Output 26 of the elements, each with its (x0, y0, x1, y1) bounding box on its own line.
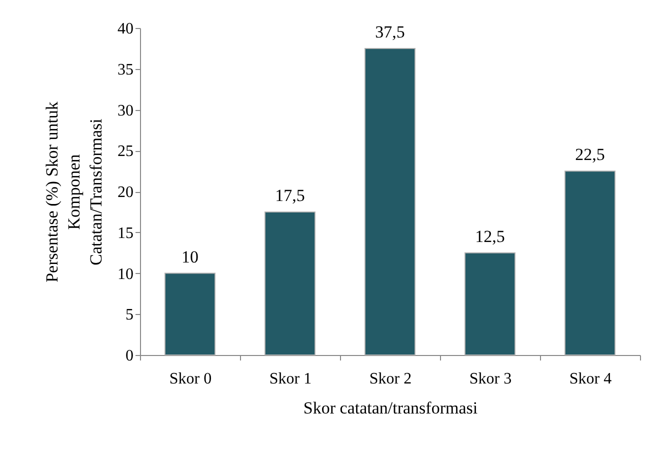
data-label: 37,5 (375, 22, 405, 42)
y-tick-label: 35 (118, 61, 134, 78)
x-tick-label: Skor 3 (469, 370, 512, 388)
x-tick-label: Skor 4 (569, 370, 612, 388)
data-label: 17,5 (275, 186, 305, 205)
y-tick-label: 0 (126, 348, 134, 364)
bar (564, 170, 616, 356)
data-label: 22,5 (575, 145, 605, 164)
bar (164, 272, 216, 356)
x-tick-label: Skor 1 (269, 370, 312, 388)
bar (264, 211, 316, 356)
y-axis-title: Persentase (%) Skor untuk Komponen Catatan/Transformasi (42, 101, 106, 282)
x-tick-label: Skor 2 (369, 370, 412, 388)
y-tick-label: 40 (118, 20, 134, 38)
y-tick-label: 30 (118, 102, 134, 120)
y-tick-label: 25 (118, 143, 134, 160)
y-tick-label: 5 (126, 306, 134, 324)
data-label: 12,5 (475, 226, 505, 246)
bar (464, 252, 516, 356)
data-label: 10 (182, 247, 198, 266)
bar (364, 48, 416, 356)
y-tick-label: 15 (118, 224, 134, 242)
x-tick-label: Skor 0 (169, 370, 212, 388)
x-axis-title: Skor catatan/transformasi (303, 398, 478, 418)
y-tick-label: 20 (118, 184, 134, 201)
y-tick-label: 10 (118, 266, 134, 283)
